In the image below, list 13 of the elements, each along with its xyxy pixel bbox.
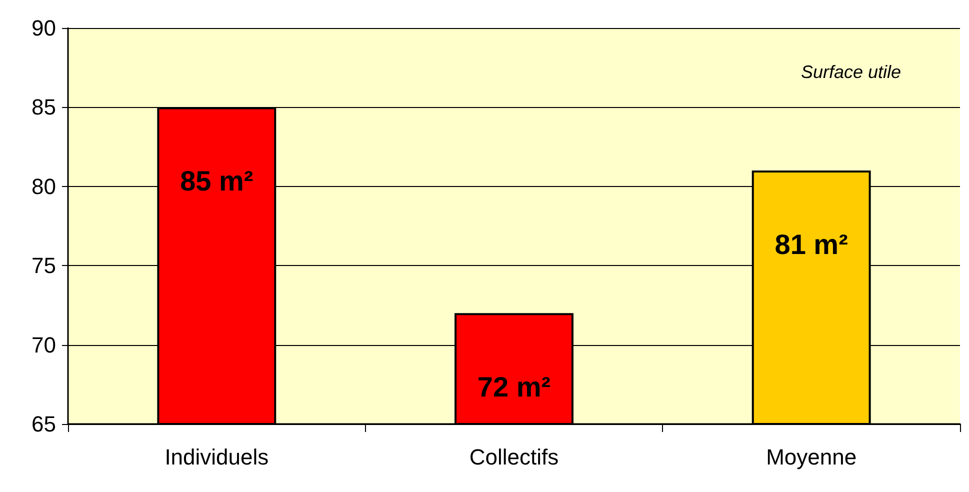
data-label: 72 m² [477,372,551,403]
y-tick-label: 70 [32,332,56,358]
y-tick-label: 75 [32,253,56,278]
x-tick-label: Individuels [164,444,269,470]
x-tick-label: Moyenne [766,444,857,470]
data-label: 81 m² [774,229,848,260]
y-tick-label: 80 [32,174,56,199]
data-label: 85 m² [180,166,254,197]
annotation: Surface utile [800,62,902,82]
y-tick-label: 85 [32,94,56,120]
x-tick-label: Collectifs [469,444,559,470]
y-tick-label: 90 [32,16,56,40]
y-tick-label: 65 [32,412,56,436]
